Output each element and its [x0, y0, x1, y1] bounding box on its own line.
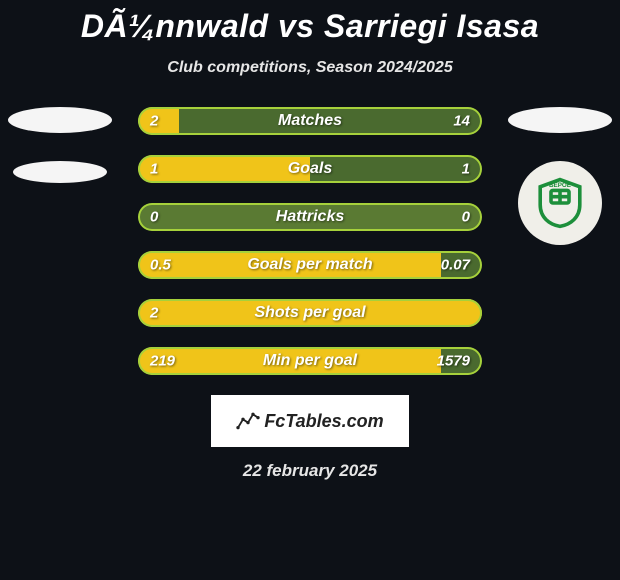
stat-right-value: 14	[453, 113, 470, 130]
stat-left-value: 0.5	[150, 257, 171, 274]
stat-right-value: 1579	[437, 353, 470, 370]
right-team-badges: БЕРОЕ	[500, 107, 620, 245]
stat-label: Goals per match	[247, 256, 372, 274]
stat-left-value: 2	[150, 305, 158, 322]
comparison-panel: БЕРОЕ 2 14 Matches 1 1 Goals 0 0 Hattricks 0.5 0.0…	[0, 107, 620, 375]
team-badge-placeholder	[508, 107, 612, 133]
team-badge-placeholder	[8, 107, 112, 133]
bar-left-fill	[138, 155, 310, 183]
stat-label: Matches	[278, 112, 342, 130]
logo-text: FcTables.com	[264, 411, 383, 432]
stat-right-value: 0.07	[441, 257, 470, 274]
club-logo-beroe: БЕРОЕ	[518, 161, 602, 245]
stat-right-value: 1	[462, 161, 470, 178]
page-title: DÃ¼nnwald vs Sarriegi Isasa	[0, 0, 620, 45]
bar-right-fill	[310, 155, 482, 183]
stat-bars: 2 14 Matches 1 1 Goals 0 0 Hattricks 0.5 0.07 Goals…	[138, 107, 482, 375]
stat-bar: 0.5 0.07 Goals per match	[138, 251, 482, 279]
stat-label: Min per goal	[263, 352, 357, 370]
stat-left-value: 2	[150, 113, 158, 130]
stat-label: Shots per goal	[254, 304, 365, 322]
stat-right-value: 0	[462, 209, 470, 226]
subtitle: Club competitions, Season 2024/2025	[0, 59, 620, 77]
stat-label: Goals	[288, 160, 332, 178]
stat-bar: 0 0 Hattricks	[138, 203, 482, 231]
stat-bar: 1 1 Goals	[138, 155, 482, 183]
stat-left-value: 219	[150, 353, 175, 370]
date-label: 22 february 2025	[0, 461, 620, 481]
bar-left-fill	[138, 107, 179, 135]
team-badge-placeholder	[13, 161, 107, 183]
svg-text:БЕРОЕ: БЕРОЕ	[549, 182, 571, 189]
fctables-logo[interactable]: FcTables.com	[211, 395, 409, 447]
chart-icon	[236, 411, 260, 431]
stat-left-value: 1	[150, 161, 158, 178]
stat-bar: 2 14 Matches	[138, 107, 482, 135]
stat-bar: 2 Shots per goal	[138, 299, 482, 327]
stat-bar: 219 1579 Min per goal	[138, 347, 482, 375]
stat-label: Hattricks	[276, 208, 344, 226]
stat-left-value: 0	[150, 209, 158, 226]
left-team-badges	[0, 107, 120, 183]
